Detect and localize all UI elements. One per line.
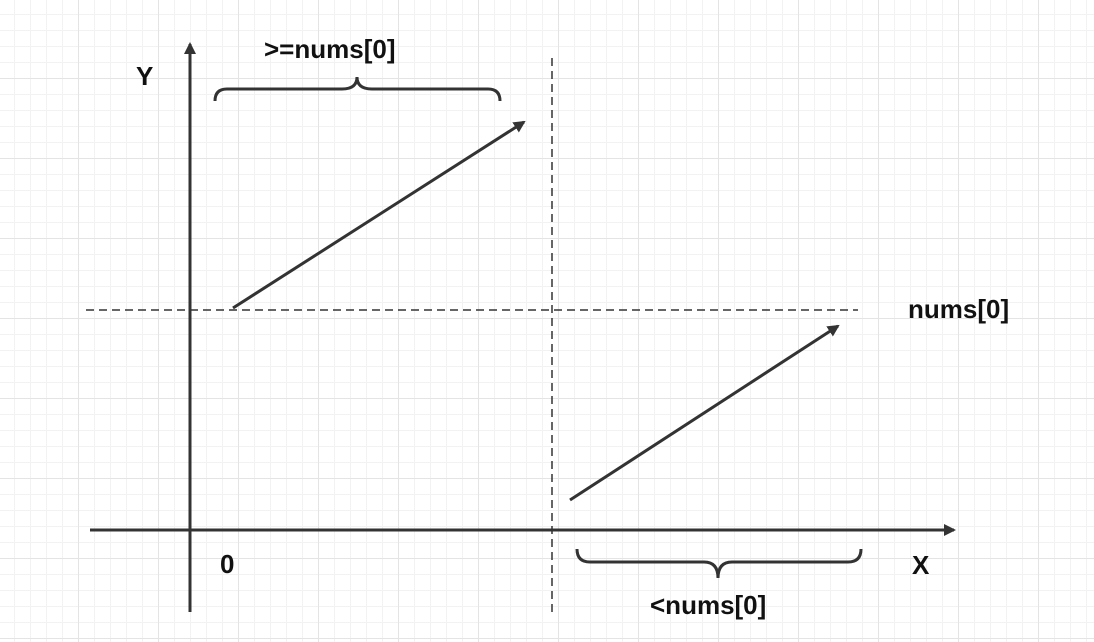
right-range-brace: [575, 548, 863, 579]
x-axis-label: X: [912, 550, 930, 580]
right-increasing-arrow: [569, 324, 840, 502]
right-range-label: <nums[0]: [650, 590, 766, 620]
reference-value-label: nums[0]: [908, 294, 1009, 324]
y-axis-label: Y: [136, 61, 153, 91]
left-range-label: >=nums[0]: [264, 34, 396, 64]
origin-label: 0: [220, 549, 234, 579]
left-increasing-arrow: [232, 120, 526, 310]
left-range-brace: [213, 76, 502, 102]
